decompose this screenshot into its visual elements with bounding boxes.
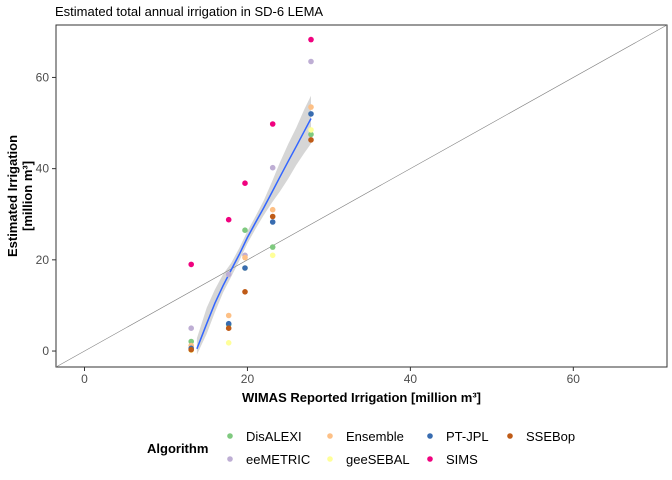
- legend-title: Algorithm: [147, 441, 208, 456]
- point-eemetric: [308, 58, 314, 65]
- y-tick-label: 20: [36, 253, 50, 267]
- point-pt-jpl: [225, 320, 232, 327]
- y-tick-label: 60: [36, 70, 50, 84]
- point-ensemble: [308, 104, 314, 110]
- point-pt-jpl: [242, 265, 248, 271]
- legend-key-disalexi: [227, 433, 233, 439]
- point-geesebal: [269, 252, 276, 259]
- point-ssebop: [308, 137, 314, 143]
- point-disalexi: [242, 227, 248, 233]
- legend-label-geesebal: geeSEBAL: [346, 452, 410, 467]
- point-ssebop: [269, 213, 276, 220]
- legend-key-geesebal: [327, 456, 333, 462]
- x-axis-title: WIMAS Reported Irrigation [million m³]: [242, 390, 481, 405]
- legend-label-disalexi: DisALEXI: [246, 429, 302, 444]
- point-eemetric: [269, 164, 276, 171]
- point-ssebop: [242, 289, 248, 295]
- point-geesebal: [225, 340, 232, 346]
- legend-key-pt-jpl: [427, 433, 433, 439]
- point-ssebop: [188, 346, 194, 353]
- chart-title: Estimated total annual irrigation in SD-…: [55, 4, 323, 19]
- point-ensemble: [242, 254, 248, 261]
- point-ensemble: [269, 206, 276, 213]
- legend-label-eemetric: eeMETRIC: [246, 452, 310, 467]
- point-sims: [308, 36, 314, 43]
- point-eemetric: [188, 325, 194, 332]
- legend-key-ssebop: [507, 433, 513, 439]
- point-pt-jpl: [308, 111, 314, 117]
- point-pt-jpl: [269, 219, 276, 225]
- y-tick-label: 40: [36, 162, 50, 176]
- point-ensemble: [225, 312, 232, 319]
- x-tick-label: 40: [404, 372, 418, 386]
- y-tick-label: 0: [42, 344, 49, 358]
- y-axis-title-line1: Estimated Irrigation: [5, 135, 20, 257]
- point-disalexi: [308, 131, 314, 138]
- legend-label-sims: SIMS: [446, 452, 478, 467]
- point-disalexi: [269, 244, 276, 250]
- point-sims: [225, 216, 232, 223]
- legend-key-sims: [427, 456, 433, 462]
- legend-label-pt-jpl: PT-JPL: [446, 429, 489, 444]
- point-sims: [269, 121, 276, 127]
- reference-line-layer: [55, 24, 668, 368]
- points-layer: [188, 36, 314, 353]
- y-axis-title-line2: [million m³]: [20, 161, 35, 231]
- x-tick-label: 60: [567, 372, 581, 386]
- legend-key-eemetric: [227, 456, 233, 462]
- fit-line-layer: [196, 118, 312, 350]
- point-geesebal: [308, 127, 314, 133]
- point-sims: [188, 261, 194, 268]
- x-tick-label: 0: [81, 372, 88, 386]
- legend-label-ssebop: SSEBop: [526, 429, 575, 444]
- point-eemetric: [225, 271, 232, 278]
- point-sims: [242, 180, 248, 186]
- legend-label-ensemble: Ensemble: [346, 429, 404, 444]
- point-ssebop: [225, 325, 232, 332]
- x-tick-label: 20: [241, 372, 255, 386]
- legend-key-ensemble: [327, 433, 333, 439]
- fit-line: [196, 118, 312, 350]
- point-disalexi: [188, 338, 194, 345]
- y-axis: 0 20 40 60: [36, 70, 56, 358]
- identity-line: [55, 24, 668, 368]
- legend: Algorithm DisALEXI eeMETRIC Ensemble geeSEB…: [147, 429, 575, 467]
- x-axis: 0 20 40 60: [81, 367, 580, 386]
